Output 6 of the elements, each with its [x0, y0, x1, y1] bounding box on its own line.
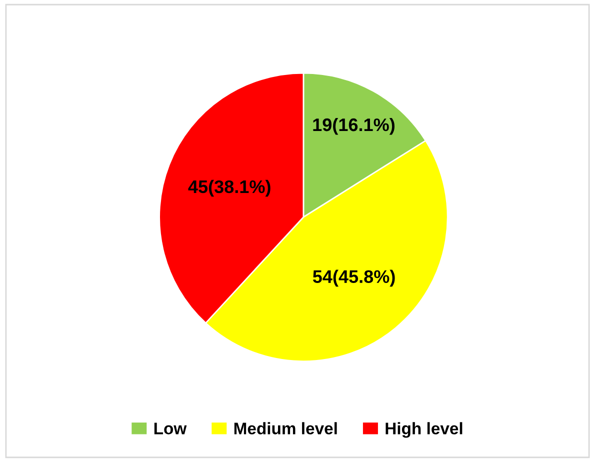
data-label: 19(16.1%) [313, 118, 394, 135]
legend-label: Medium level [234, 422, 337, 434]
legend-label: High level [386, 422, 462, 438]
legend-label: Low [154, 422, 187, 434]
data-label: 45(38.1%) [188, 180, 270, 197]
data-label: 54(45.8%) [312, 270, 395, 287]
